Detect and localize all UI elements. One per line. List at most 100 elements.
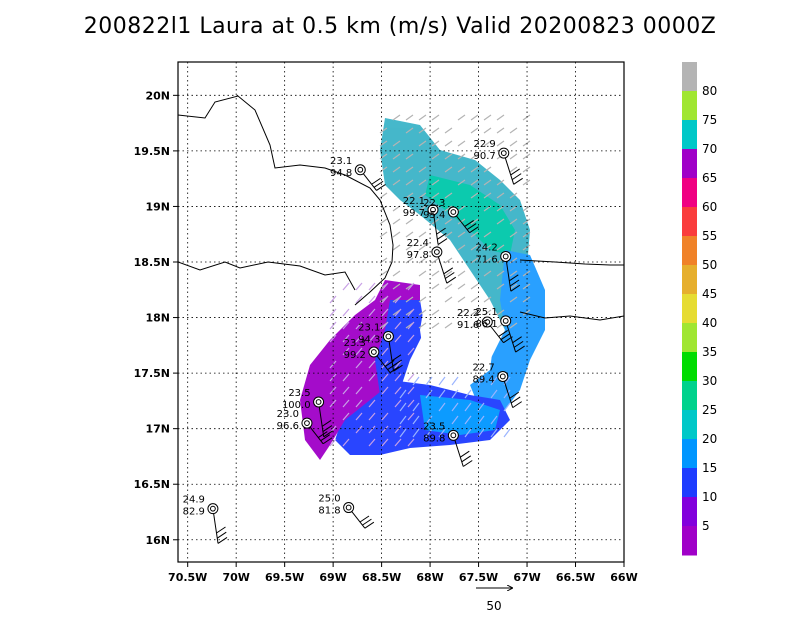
wind-vector: [405, 166, 414, 173]
station-marker-outer: [301, 417, 313, 429]
station-marker-inner: [502, 253, 509, 260]
wind-vector: [457, 296, 466, 303]
wind-vector: [379, 270, 388, 277]
wind-vector: [392, 140, 401, 147]
wind-vector: [522, 166, 531, 173]
wind-vector: [464, 402, 472, 412]
swath-ne-core: [425, 175, 515, 255]
station-temp: 23.0: [277, 409, 299, 420]
station-temp: 22.7: [473, 362, 495, 373]
wind-vector: [412, 428, 420, 438]
wind-vector: [355, 334, 363, 343]
colorbar-swatch: [682, 91, 697, 121]
wind-vector: [431, 127, 440, 134]
station-marker-inner: [370, 349, 377, 355]
station-temp: 22.9: [474, 139, 496, 150]
station-wind-barb: [460, 450, 470, 458]
x-tick-label: 67.5W: [459, 571, 498, 584]
colorbar-label: 25: [702, 403, 717, 417]
wind-vector: [470, 153, 479, 160]
x-tick-label: 66W: [610, 571, 637, 584]
wind-vector: [407, 321, 415, 330]
station-pressure: 89.4: [473, 374, 495, 385]
colorbar-label: 35: [702, 345, 717, 359]
wind-vector: [509, 140, 518, 147]
wind-vector: [457, 166, 466, 173]
wind-vector: [355, 321, 363, 330]
station-pressure: 94.8: [330, 168, 352, 179]
wind-vector: [405, 153, 414, 160]
colorbar-swatch: [682, 149, 697, 179]
wind-vector: [381, 412, 389, 421]
wind-vector: [368, 373, 376, 382]
wind-vector: [405, 179, 414, 186]
station-wind-barb: [322, 425, 333, 432]
station-marker-outer: [427, 204, 439, 216]
wind-vector: [509, 283, 518, 290]
wind-vector: [405, 231, 414, 238]
wind-vector: [438, 376, 446, 386]
x-tick-label: 70W: [222, 571, 249, 584]
wind-vector: [470, 283, 479, 290]
wind-vector: [444, 205, 453, 212]
station-wind-barb: [389, 366, 400, 374]
wind-vector: [368, 399, 376, 408]
wind-vector: [392, 231, 401, 238]
wind-vector: [342, 412, 350, 421]
station-wind-barb: [500, 333, 511, 340]
colorbar-label: 45: [702, 287, 717, 301]
colorbar-label: 65: [702, 171, 717, 185]
wind-vector: [477, 428, 485, 438]
wind-vector: [342, 334, 350, 343]
wind-vector: [444, 140, 453, 147]
station-marker-outer: [354, 164, 366, 176]
wind-vector: [431, 153, 440, 160]
wind-vector: [425, 415, 433, 425]
station-wind-staff: [318, 401, 325, 437]
wind-vector: [496, 270, 505, 277]
wind-vector: [418, 231, 427, 238]
wind-vector: [509, 231, 518, 238]
station-wind-barb: [510, 168, 520, 176]
colorbar-swatch: [682, 178, 697, 208]
wind-vector: [451, 415, 459, 425]
coastline-hispaniola-north: [178, 95, 394, 306]
wind-vector: [405, 257, 414, 264]
station-wind-barb: [510, 396, 521, 404]
station-marker-outer: [431, 246, 443, 258]
station-wind-barb: [446, 276, 457, 284]
wind-vector: [522, 140, 531, 147]
wind-vector: [444, 270, 453, 277]
wind-vector: [394, 334, 402, 343]
station-marker-outer: [313, 396, 325, 408]
station-wind-barb: [445, 272, 455, 279]
station-wind-barb: [509, 391, 520, 399]
station-wind-barb: [359, 515, 370, 523]
wind-vector: [355, 282, 363, 291]
wind-vector: [496, 179, 505, 186]
wind-vector: [392, 218, 401, 225]
wind-vector: [509, 296, 518, 303]
y-tick-label: 16.5N: [134, 478, 170, 491]
station-pressure: 97.8: [407, 250, 429, 261]
station-wind-staff: [505, 256, 512, 292]
wind-vector: [368, 308, 376, 317]
wind-vector: [451, 376, 459, 386]
station-wind-barb: [217, 537, 228, 544]
wind-vector: [412, 415, 420, 425]
station-wind-barb: [320, 434, 331, 442]
wind-vector: [451, 389, 459, 399]
colorbar-swatch: [682, 410, 697, 440]
wind-vector: [329, 308, 337, 317]
wind-vector: [392, 114, 401, 121]
wind-vector: [477, 376, 485, 386]
wind-vector: [509, 218, 518, 225]
wind-vector: [431, 257, 440, 264]
wind-vector: [355, 425, 363, 434]
station-wind-barb: [466, 223, 477, 230]
wind-vector: [394, 399, 402, 408]
wind-vector: [392, 283, 401, 290]
station-wind-barb: [515, 345, 525, 353]
colorbar-swatch: [682, 62, 697, 92]
wind-vector: [379, 127, 388, 134]
